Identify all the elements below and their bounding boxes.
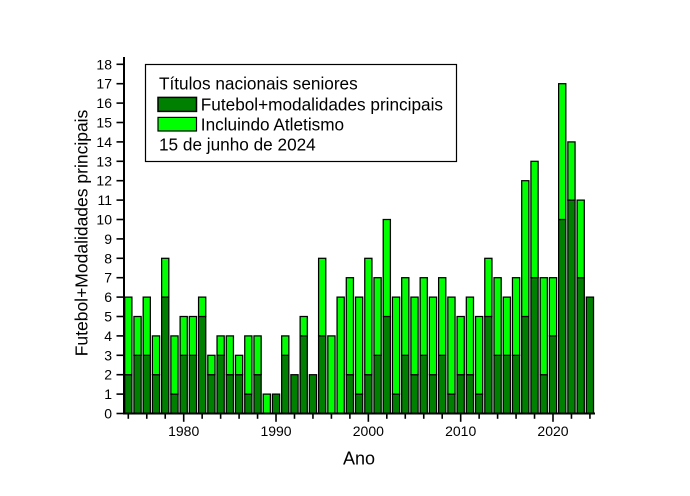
svg-text:14: 14 [96,134,112,150]
svg-text:11: 11 [97,192,112,208]
svg-text:6: 6 [104,289,112,305]
svg-text:Futebol+Modalidades principais: Futebol+Modalidades principais [71,109,91,356]
svg-text:16: 16 [96,95,112,111]
svg-text:1990: 1990 [260,423,291,439]
svg-text:18: 18 [96,56,112,72]
svg-text:Futebol+modalidades principais: Futebol+modalidades principais [201,94,443,114]
svg-text:1: 1 [104,386,112,402]
svg-text:0: 0 [104,406,112,422]
svg-text:2000: 2000 [353,423,384,439]
svg-text:5: 5 [104,309,112,325]
svg-text:Ano: Ano [343,448,375,468]
svg-text:12: 12 [96,173,112,189]
svg-text:15 de junho de 2024: 15 de junho de 2024 [159,134,316,154]
svg-text:2010: 2010 [445,423,476,439]
svg-text:15: 15 [96,115,112,131]
svg-text:8: 8 [104,250,112,266]
svg-text:7: 7 [104,270,112,286]
svg-text:Incluindo Atletismo: Incluindo Atletismo [201,114,344,134]
svg-text:1980: 1980 [168,423,199,439]
svg-text:17: 17 [96,76,112,92]
svg-text:13: 13 [96,153,112,169]
svg-text:4: 4 [104,328,112,344]
svg-text:9: 9 [104,231,112,247]
svg-text:2020: 2020 [537,423,568,439]
svg-text:10: 10 [96,212,112,228]
svg-text:Títulos nacionais seniores: Títulos nacionais seniores [159,74,358,94]
svg-text:2: 2 [104,367,112,383]
svg-text:3: 3 [104,347,112,363]
